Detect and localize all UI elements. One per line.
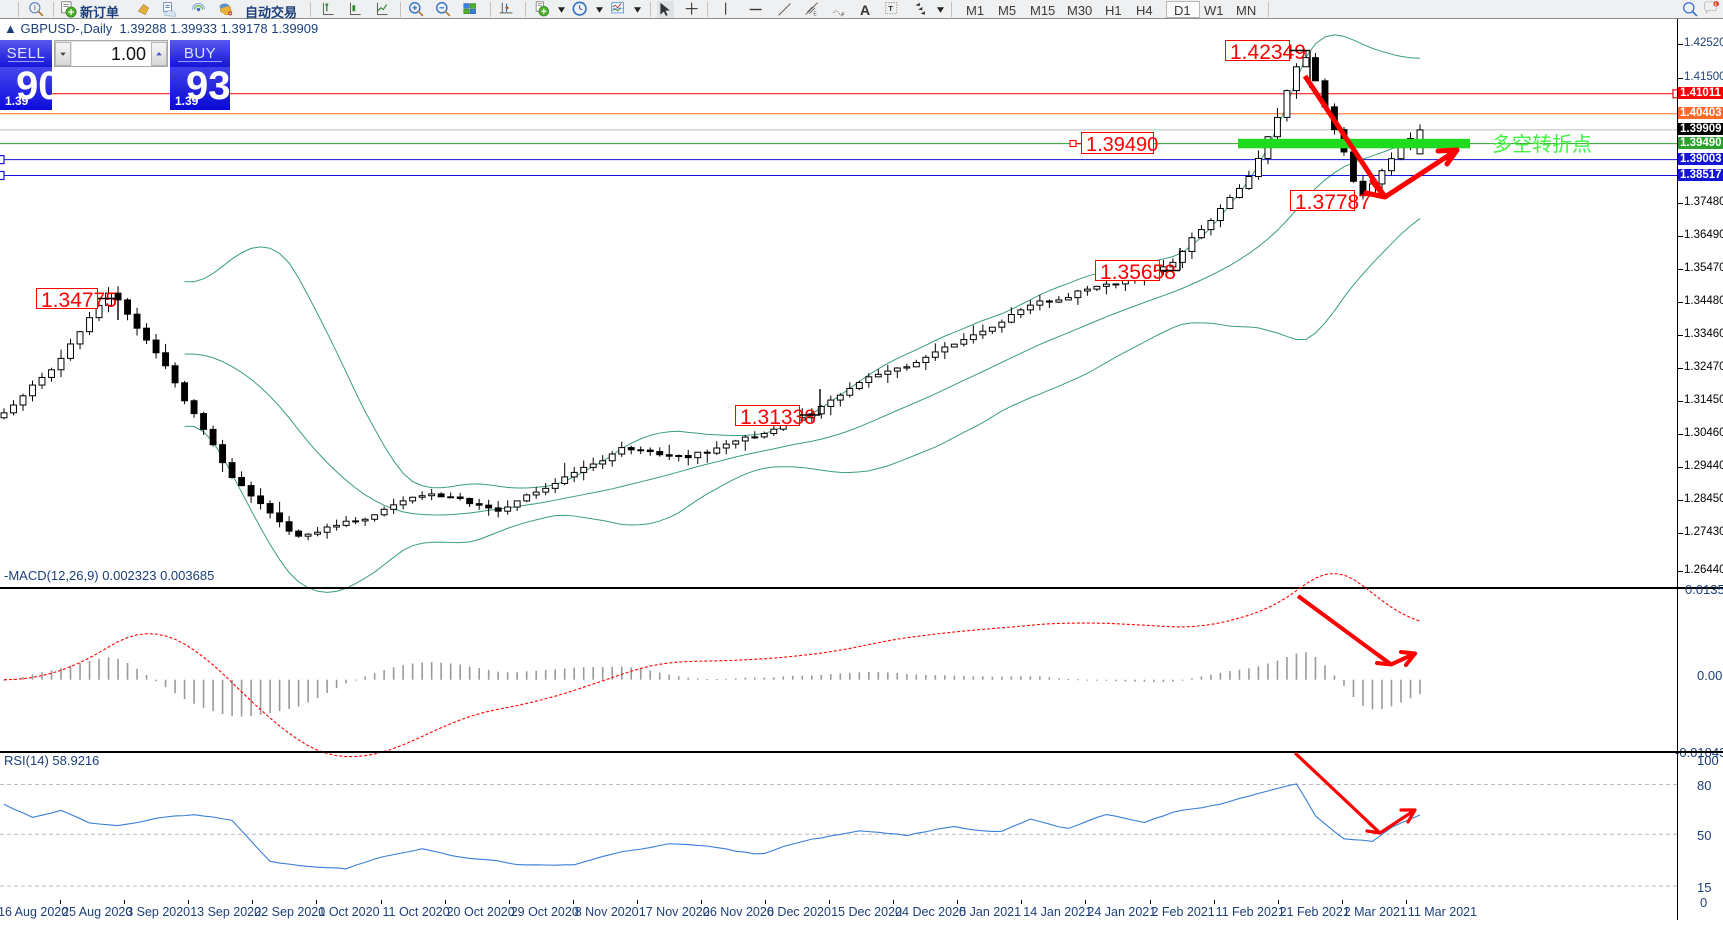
svg-text:F: F xyxy=(841,12,844,18)
svg-text:E: E xyxy=(813,11,817,17)
svg-text:1: 1 xyxy=(1715,2,1718,7)
svg-text:T: T xyxy=(888,4,893,13)
